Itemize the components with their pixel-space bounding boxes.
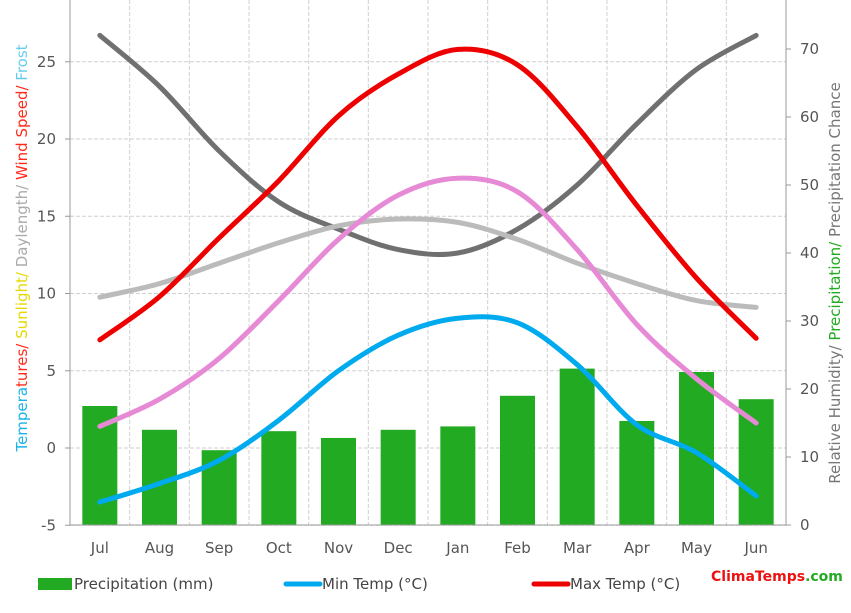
axes: -5 0 5 10 15 20 25 0 10 20 30 40 50 60 70 Jul Aug Sep Oct N… — [37, 0, 819, 557]
category-label: Jul — [90, 539, 109, 557]
brand-part-2: Temps — [755, 569, 805, 585]
series-line-1 — [97, 314, 759, 505]
precipitation-bar — [500, 395, 535, 525]
right-axis-label: Relative Humidity/ Precipitation/ Precip… — [826, 82, 844, 483]
right-tick-label: 40 — [800, 244, 819, 262]
precipitation-bar — [619, 420, 655, 525]
right-tick-label: 60 — [800, 108, 819, 126]
category-label: Sep — [205, 539, 233, 557]
left-label-part: Tempera — [13, 387, 31, 453]
series-line-4 — [97, 216, 759, 310]
legend-label: Min Temp (°C) — [322, 575, 428, 593]
right-label-part: Precipitation/ — [826, 241, 844, 346]
left-axis-label: Temperatures/ Sunlight/ Daylength/ Wind … — [13, 44, 31, 452]
brand-part-1: Clima — [711, 569, 755, 585]
left-label-part: Daylength/ — [13, 184, 31, 272]
left-label-part: Wind Speed/ — [13, 85, 31, 185]
category-label: Nov — [324, 539, 353, 557]
precipitation-bar — [559, 368, 595, 525]
legend-label: Precipitation (mm) — [74, 575, 213, 593]
legend-label: Max Temp (°C) — [570, 575, 680, 593]
category-label: Mar — [563, 539, 592, 557]
left-label-part: tures/ — [13, 343, 31, 387]
series-lines — [97, 32, 759, 505]
right-tick-label: 0 — [800, 516, 810, 534]
left-tick-label: 5 — [46, 362, 56, 380]
left-tick-label: 20 — [37, 130, 56, 148]
precipitation-bar — [261, 431, 297, 525]
left-tick-label: 0 — [46, 439, 56, 457]
brand-logo[interactable]: ClimaTemps.com — [711, 569, 843, 585]
precipitation-bars — [82, 368, 774, 525]
category-label: Dec — [384, 539, 413, 557]
category-label: Oct — [266, 539, 292, 557]
series-line-5 — [97, 32, 759, 257]
category-label: Apr — [624, 539, 651, 557]
legend: Precipitation (mm) Min Temp (°C) Max Temp … — [38, 575, 680, 593]
legend-swatch-bar — [38, 578, 72, 590]
category-label: Feb — [504, 539, 531, 557]
right-tick-label: 20 — [800, 380, 819, 398]
precipitation-bar — [440, 426, 476, 525]
left-label-part: Frost — [13, 44, 31, 85]
right-tick-label: 30 — [800, 312, 819, 330]
brand-part-3: .com — [805, 569, 843, 585]
precipitation-bar — [321, 437, 356, 525]
category-label: May — [681, 539, 712, 557]
category-label: Jan — [445, 539, 469, 557]
right-label-part: Relative Humidity/ — [826, 344, 844, 483]
precipitation-bar — [738, 399, 774, 525]
left-tick-label: 10 — [37, 285, 56, 303]
series-line-2 — [97, 46, 759, 343]
left-label-part: Sunlight/ — [13, 271, 31, 344]
left-tick-label: 15 — [37, 207, 56, 225]
right-tick-label: 70 — [800, 40, 819, 58]
precipitation-bar — [380, 429, 416, 525]
right-tick-label: 10 — [800, 448, 819, 466]
left-tick-label: 25 — [37, 53, 56, 71]
category-label: Jun — [743, 539, 767, 557]
left-tick-label: -5 — [41, 516, 56, 534]
category-label: Aug — [145, 539, 174, 557]
right-tick-label: 50 — [800, 176, 819, 194]
series-line-3 — [97, 175, 759, 429]
right-label-part: Precipitation Chance — [826, 82, 844, 241]
